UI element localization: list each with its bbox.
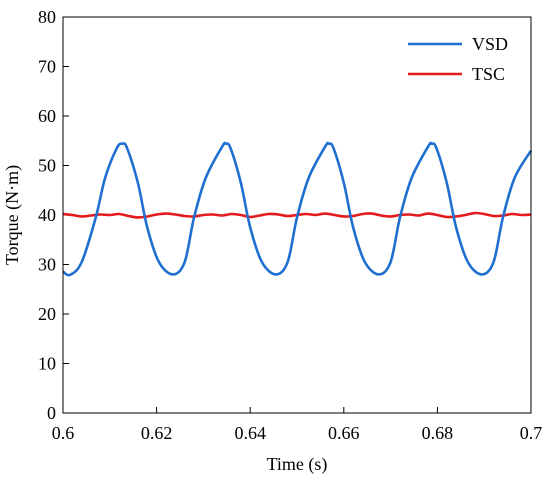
- legend-label-tsc: TSC: [472, 64, 505, 84]
- x-axis-label: Time (s): [267, 454, 328, 475]
- x-tick-label: 0.68: [422, 423, 454, 443]
- y-tick-label: 80: [38, 7, 56, 27]
- x-tick-label: 0.6: [52, 423, 75, 443]
- y-tick-label: 30: [38, 255, 56, 275]
- x-tick-label: 0.62: [141, 423, 173, 443]
- x-tick-label: 0.7: [520, 423, 543, 443]
- y-tick-label: 0: [47, 403, 56, 423]
- x-tick-label: 0.66: [328, 423, 360, 443]
- y-tick-label: 50: [38, 156, 56, 176]
- x-tick-label: 0.64: [234, 423, 266, 443]
- y-tick-label: 20: [38, 304, 56, 324]
- plot-frame: [62, 16, 532, 414]
- plot-series: [62, 141, 533, 277]
- y-tick-label: 70: [38, 57, 56, 77]
- y-tick-label: 40: [38, 205, 56, 225]
- legend-label-vsd: VSD: [472, 34, 508, 54]
- y-axis-ticks: 0 10 20 30 40 50 60 70 80: [38, 7, 69, 423]
- series-line-vsd: [62, 141, 533, 277]
- legend: VSD TSC: [408, 34, 508, 84]
- y-axis-label: Torque (N·m): [2, 165, 23, 265]
- y-tick-label: 10: [38, 354, 56, 374]
- y-tick-label: 60: [38, 106, 56, 126]
- x-axis-ticks: 0.6 0.62 0.64 0.66 0.68 0.7: [52, 407, 543, 443]
